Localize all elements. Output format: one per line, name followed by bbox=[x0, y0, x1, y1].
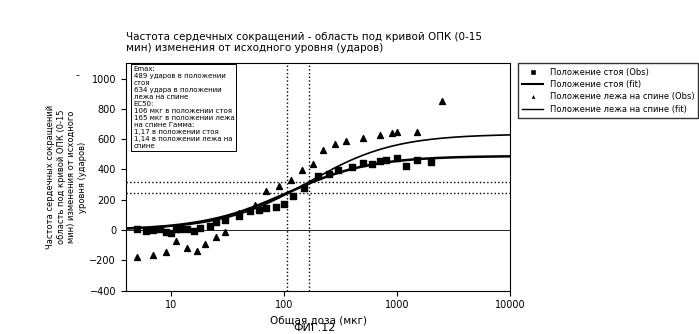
Point bbox=[401, 163, 412, 168]
Point bbox=[380, 157, 391, 162]
Point bbox=[219, 217, 231, 223]
Point bbox=[261, 189, 272, 194]
Point bbox=[374, 158, 385, 164]
Text: ФИГ.12: ФИГ.12 bbox=[294, 323, 336, 333]
Point bbox=[170, 238, 181, 243]
Point bbox=[357, 135, 368, 140]
Y-axis label: Частота сердечных сокращений
область под кривой ОПК (0-15
мин) изменения от исхо: Частота сердечных сокращений область под… bbox=[47, 105, 87, 249]
Point bbox=[233, 210, 245, 215]
Point bbox=[324, 171, 335, 177]
Point bbox=[147, 227, 159, 233]
Point bbox=[182, 245, 193, 251]
Point bbox=[188, 228, 199, 233]
Point bbox=[278, 201, 289, 206]
Point bbox=[160, 229, 171, 235]
Point bbox=[287, 193, 298, 199]
X-axis label: Общая доза (мкг): Общая доза (мкг) bbox=[270, 316, 366, 326]
Point bbox=[271, 204, 282, 209]
Point bbox=[437, 98, 448, 103]
Point bbox=[182, 226, 193, 231]
Point bbox=[285, 177, 296, 183]
Point bbox=[317, 147, 329, 152]
Point bbox=[165, 230, 176, 236]
Point bbox=[308, 161, 319, 167]
Point bbox=[140, 228, 152, 233]
Point bbox=[329, 141, 340, 146]
Text: Emax:
489 ударов в положении
стоя
634 удара в положении
лежа на спине
EC50:
106 : Emax: 489 ударов в положении стоя 634 уд… bbox=[134, 66, 234, 149]
Point bbox=[160, 249, 171, 255]
Point bbox=[426, 159, 437, 165]
Point bbox=[131, 255, 143, 260]
Point bbox=[219, 229, 231, 235]
Point bbox=[374, 132, 385, 137]
Point bbox=[199, 241, 210, 246]
Point bbox=[249, 202, 260, 208]
Point bbox=[273, 183, 284, 189]
Point bbox=[412, 129, 423, 134]
Point bbox=[174, 226, 185, 231]
Point bbox=[245, 208, 256, 214]
Point bbox=[296, 168, 308, 173]
Point bbox=[194, 225, 206, 230]
Point bbox=[210, 220, 222, 225]
Point bbox=[233, 213, 245, 218]
Text: Частота сердечных сокращений - область под кривой ОПК (0-15
мин) изменения от ис: Частота сердечных сокращений - область п… bbox=[126, 32, 482, 53]
Point bbox=[298, 185, 310, 190]
Point bbox=[261, 205, 272, 211]
Point bbox=[387, 131, 398, 136]
Point bbox=[366, 161, 377, 167]
Legend: Положение стоя (Obs), Положение стоя (fit), Положение лежа на спине (Obs), Полож: Положение стоя (Obs), Положение стоя (fi… bbox=[518, 63, 698, 118]
Point bbox=[347, 165, 358, 170]
Point bbox=[333, 168, 344, 173]
Point bbox=[131, 226, 143, 232]
Point bbox=[312, 174, 324, 179]
Point bbox=[391, 130, 403, 135]
Point bbox=[253, 208, 264, 213]
Point bbox=[210, 234, 222, 239]
Point bbox=[192, 248, 203, 254]
Point bbox=[340, 138, 351, 143]
Point bbox=[357, 160, 368, 165]
Point bbox=[412, 158, 423, 163]
Point bbox=[204, 223, 215, 229]
Text: -: - bbox=[75, 70, 80, 80]
Point bbox=[170, 226, 181, 232]
Point bbox=[154, 226, 166, 231]
Point bbox=[391, 155, 403, 161]
Point bbox=[147, 252, 159, 258]
